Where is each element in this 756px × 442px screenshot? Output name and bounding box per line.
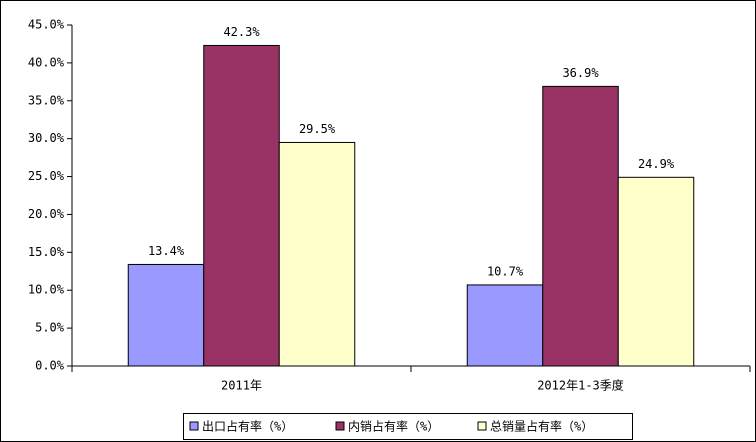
y-tick-label: 30.0% — [28, 131, 65, 145]
value-label: 24.9% — [638, 157, 675, 171]
legend-label: 总销量占有率（%） — [490, 419, 593, 434]
y-tick-label: 20.0% — [28, 207, 65, 221]
y-tick-label: 15.0% — [28, 245, 65, 259]
legend-label: 内销占有率（%） — [348, 419, 439, 434]
bar — [466, 284, 544, 367]
y-tick-label: 25.0% — [28, 169, 65, 183]
y-tick-label: 40.0% — [28, 55, 65, 69]
bar — [278, 141, 356, 367]
bar — [542, 85, 619, 367]
legend-box — [183, 413, 633, 440]
legend-label: 出口占有率（%） — [202, 419, 293, 434]
legend-swatch — [335, 421, 345, 431]
bar — [203, 44, 280, 367]
y-tick-label: 10.0% — [28, 283, 65, 297]
value-label: 10.7% — [487, 264, 524, 278]
y-tick-label: 5.0% — [35, 321, 65, 335]
value-label: 36.9% — [562, 66, 599, 80]
value-label: 13.4% — [148, 244, 185, 258]
x-tick-label: 2011年 — [221, 379, 262, 393]
bar — [127, 263, 205, 367]
value-label: 42.3% — [223, 25, 260, 39]
y-tick-label: 0.0% — [35, 359, 65, 373]
legend-swatch — [477, 421, 487, 431]
value-label: 29.5% — [299, 122, 336, 136]
y-tick-label: 35.0% — [28, 93, 65, 107]
x-tick-label: 2012年1-3季度 — [537, 378, 624, 393]
bar — [617, 176, 695, 367]
y-tick-label: 45.0% — [28, 18, 65, 32]
legend-swatch — [189, 421, 199, 431]
